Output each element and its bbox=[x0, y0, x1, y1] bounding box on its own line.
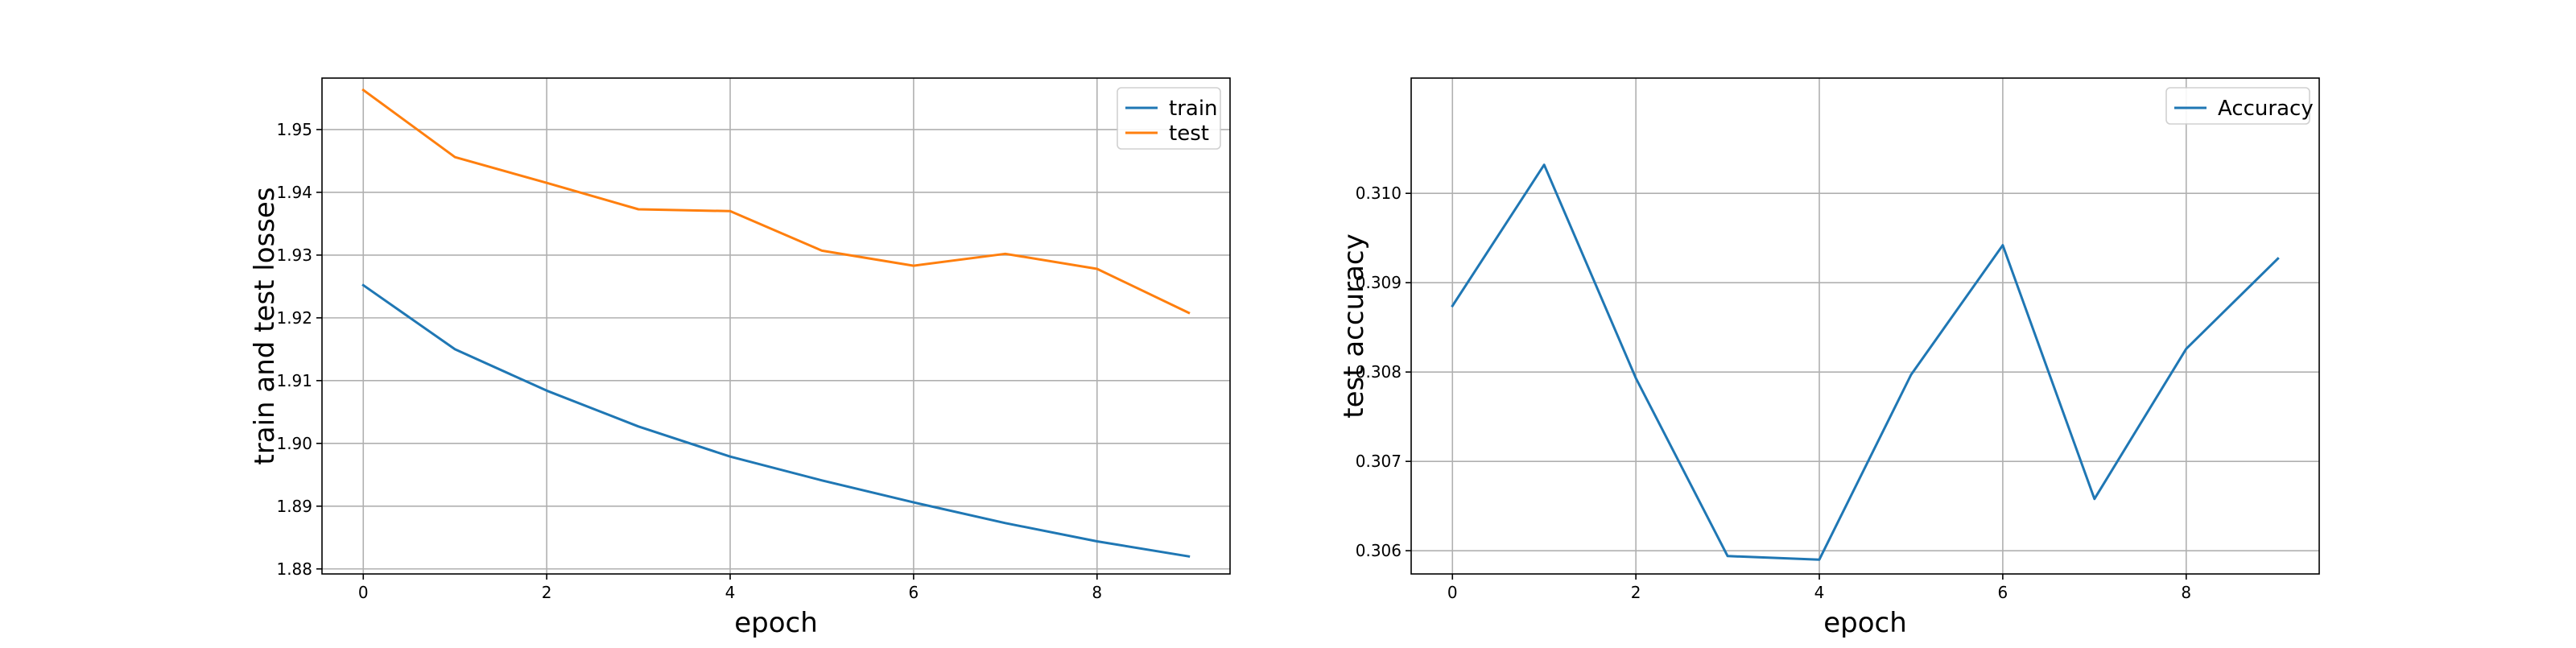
x-tick-label: 6 bbox=[1998, 583, 2008, 602]
y-tick-label: 0.308 bbox=[1356, 362, 1402, 382]
y-tick-label: 1.95 bbox=[276, 120, 312, 139]
x-tick-label: 2 bbox=[1631, 583, 1641, 602]
y-tick-label: 1.94 bbox=[276, 183, 312, 202]
x-axis-label: epoch bbox=[734, 607, 818, 639]
series-line-train bbox=[361, 283, 1191, 558]
x-tick-label: 4 bbox=[1814, 583, 1825, 602]
y-tick-label: 0.306 bbox=[1356, 541, 1402, 560]
y-tick-label: 1.91 bbox=[276, 371, 312, 390]
legend-label: test bbox=[1169, 122, 1209, 146]
y-axis-label: train and test losses bbox=[249, 187, 281, 464]
y-tick-label: 0.309 bbox=[1356, 273, 1402, 292]
y-axis-label: test accuracy bbox=[1338, 233, 1370, 419]
y-tick-label: 1.90 bbox=[276, 434, 312, 453]
x-tick-label: 0 bbox=[1447, 583, 1458, 602]
x-tick-label: 2 bbox=[542, 583, 552, 602]
y-tick-label: 1.92 bbox=[276, 308, 312, 328]
series-line-accuracy bbox=[1451, 163, 2280, 561]
x-tick-label: 8 bbox=[1092, 583, 1102, 602]
legend-label: train bbox=[1169, 97, 1218, 121]
plot-frame bbox=[321, 77, 1231, 575]
y-tick-label: 1.88 bbox=[276, 559, 312, 579]
x-tick-label: 0 bbox=[358, 583, 369, 602]
y-tick-label: 1.93 bbox=[276, 246, 312, 265]
legend-label: Accuracy bbox=[2218, 97, 2314, 121]
x-tick-label: 4 bbox=[725, 583, 736, 602]
loss-chart: 0 2 4 6 8 1.88 1.89 1.90 1.91 1.92 1.93 1.94 1.95 epo… bbox=[249, 77, 1231, 639]
y-tick-label: 0.307 bbox=[1356, 452, 1402, 471]
y-tick-label: 1.89 bbox=[276, 497, 312, 516]
plot-frame bbox=[1410, 77, 2320, 575]
accuracy-chart: 0 2 4 6 8 0.306 0.307 0.308 0.309 0.310 epoch test … bbox=[1338, 77, 2320, 639]
x-tick-label: 8 bbox=[2181, 583, 2191, 602]
legend-box bbox=[2165, 87, 2310, 125]
series-line-test bbox=[361, 88, 1191, 315]
y-tick-label: 0.310 bbox=[1356, 184, 1402, 203]
x-tick-label: 6 bbox=[909, 583, 919, 602]
x-axis-label: epoch bbox=[1823, 607, 1907, 639]
